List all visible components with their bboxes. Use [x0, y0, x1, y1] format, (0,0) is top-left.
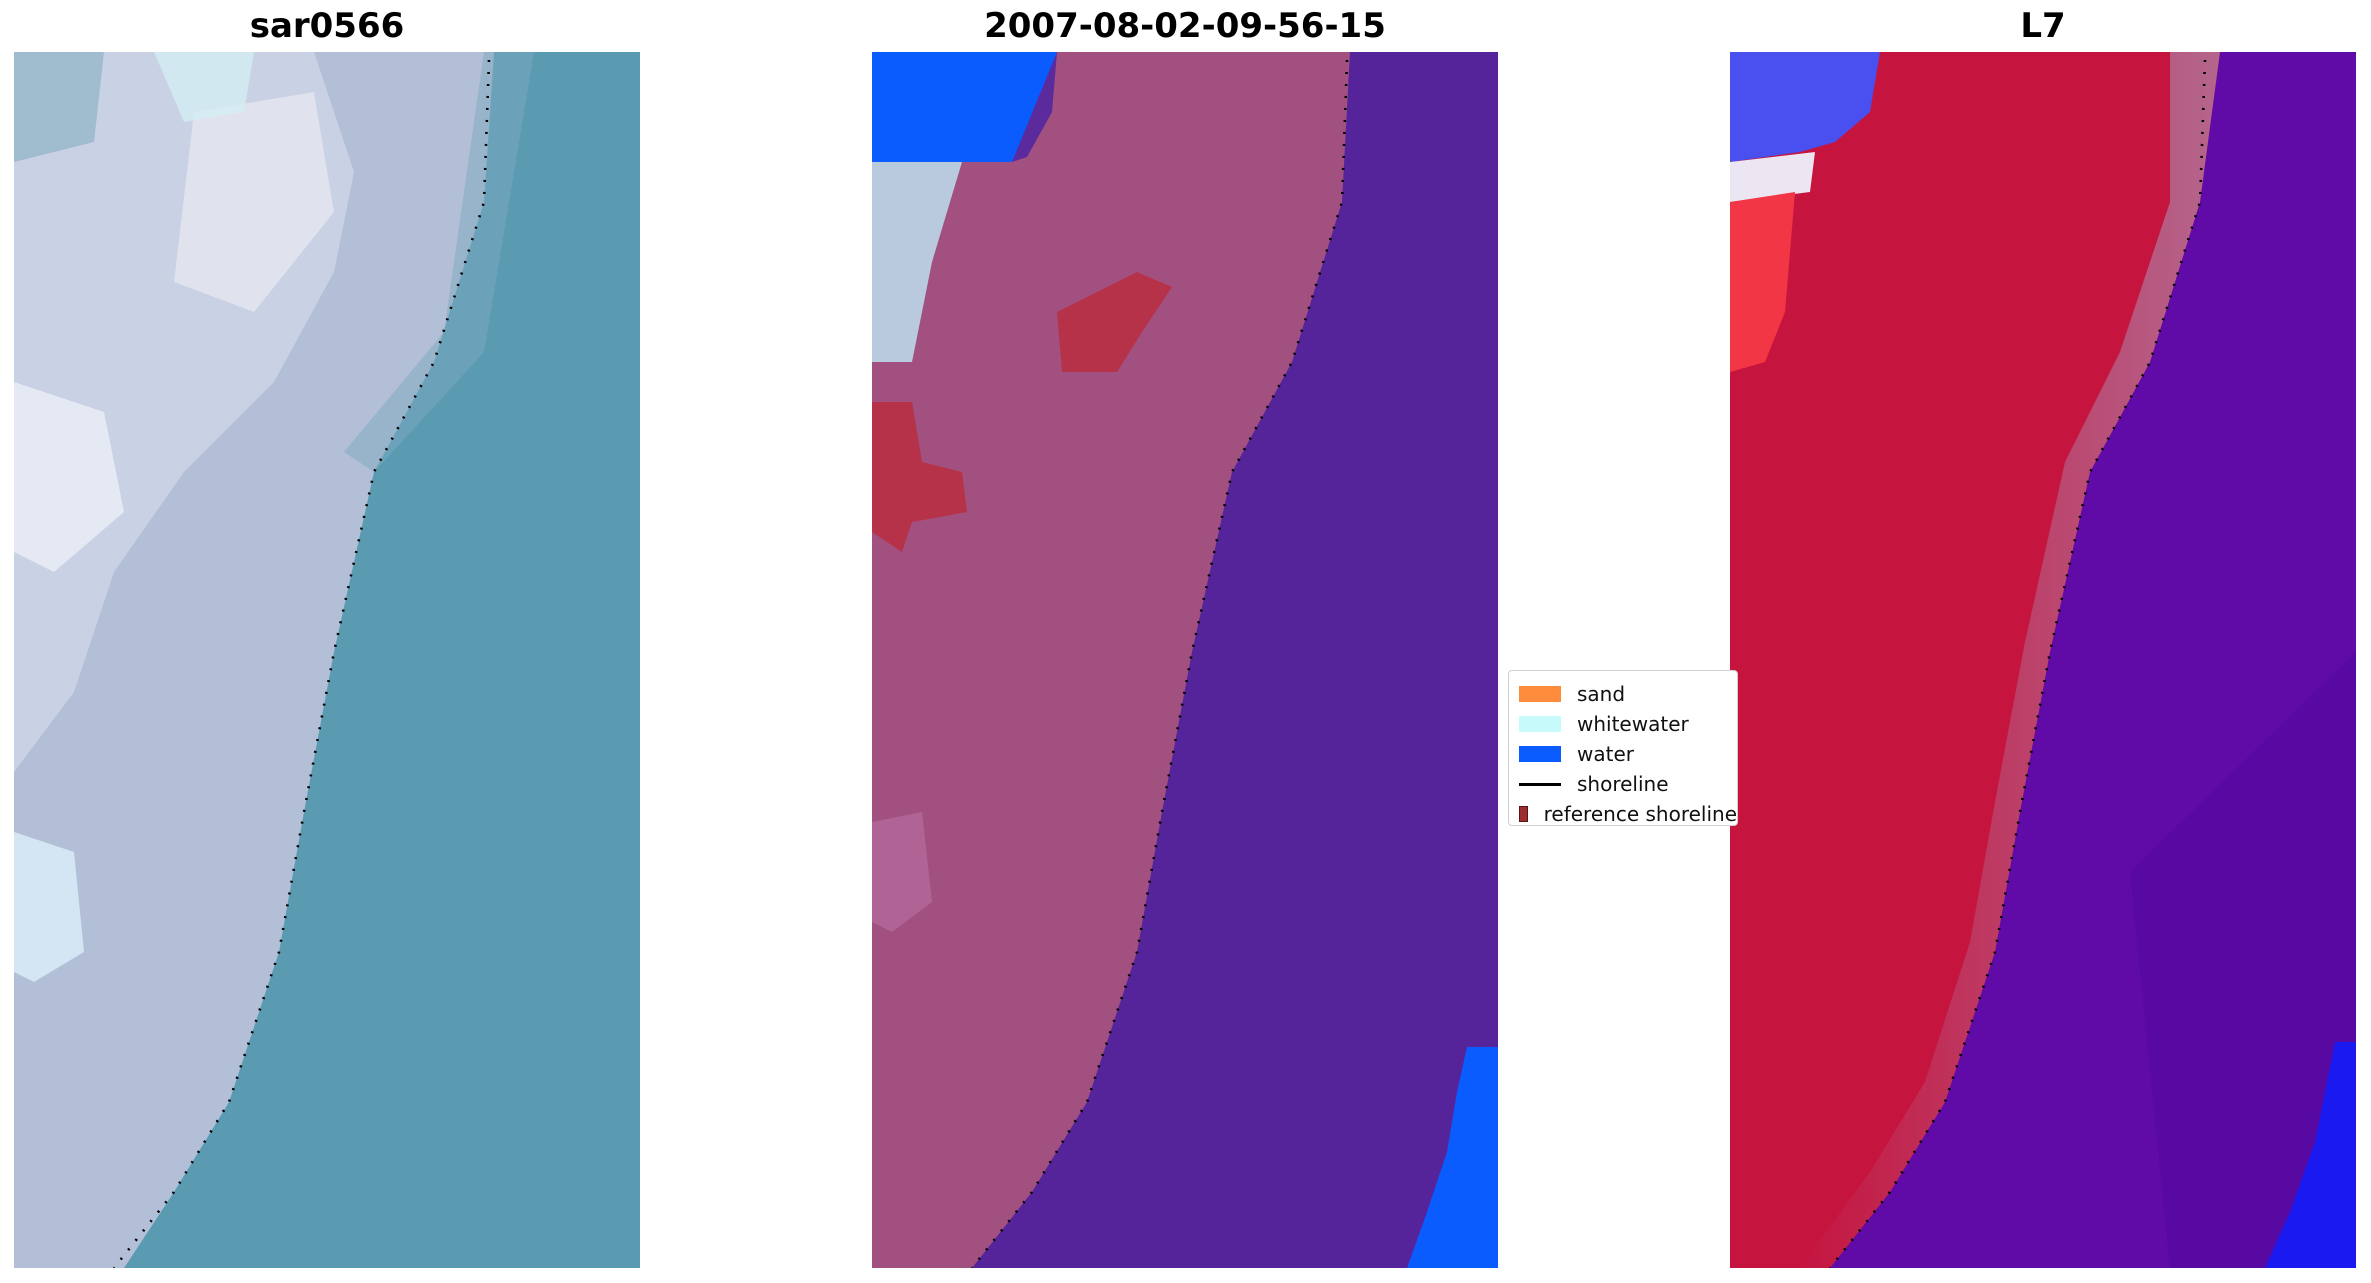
legend-item-shoreline: shoreline [1519, 769, 1737, 799]
rgb-image-panel [14, 52, 640, 1268]
legend-swatch-whitewater [1519, 716, 1561, 732]
rgb-satellite-image [14, 52, 640, 1268]
classified-image-panel [872, 52, 1498, 1268]
reference-shoreline-patch-a [1057, 272, 1172, 372]
legend-label-reference-shoreline: reference shoreline [1543, 802, 1737, 826]
water-patch-top-left [872, 52, 1057, 162]
water-patch-index-bottom-right [2265, 1042, 2356, 1268]
water-patch-bottom-right [1407, 1047, 1498, 1268]
panel-title-index: L7 [2020, 6, 2066, 46]
legend-item-whitewater: whitewater [1519, 709, 1737, 739]
index-image-panel [1730, 52, 2356, 1268]
legend-swatch-sand [1519, 686, 1561, 702]
legend-item-sand: sand [1519, 679, 1737, 709]
legend-swatch-water [1519, 746, 1561, 762]
legend-label-shoreline: shoreline [1577, 772, 1669, 796]
legend-item-water: water [1519, 739, 1737, 769]
legend-label-whitewater: whitewater [1577, 712, 1689, 736]
legend-label-sand: sand [1577, 682, 1626, 706]
panel-title-rgb: sar0566 [249, 6, 405, 46]
water-patch-index-top-left [1730, 52, 1880, 162]
legend-label-water: water [1577, 742, 1634, 766]
legend: sand whitewater water shoreline referenc… [1508, 670, 1738, 826]
reference-shoreline-patch-b [872, 402, 967, 552]
panel-title-classified: 2007-08-02-09-56-15 [984, 6, 1386, 46]
legend-line-shoreline [1519, 782, 1561, 786]
legend-swatch-reference-shoreline [1519, 806, 1528, 822]
index-image [1730, 52, 2356, 1268]
classified-image [872, 52, 1498, 1268]
legend-item-reference-shoreline: reference shoreline [1519, 799, 1737, 826]
